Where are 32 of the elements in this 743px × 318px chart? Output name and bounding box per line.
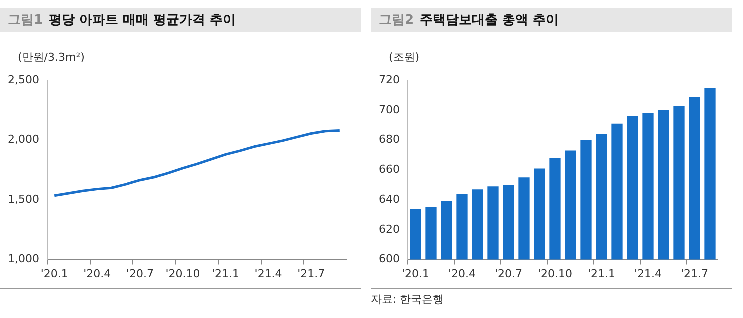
chart-title: 주택담보대출 총액 추이 bbox=[420, 12, 560, 29]
text: 자료: 한국은행 bbox=[371, 292, 446, 307]
x-tick-label: '21.7 bbox=[298, 267, 326, 280]
y-tick-label: 660 bbox=[378, 163, 400, 176]
y-tick-label: 720 bbox=[378, 73, 400, 86]
x-tick-label: '20.10 bbox=[538, 267, 573, 280]
x-tick-label: '21.4 bbox=[634, 267, 662, 280]
y-tick-label: 680 bbox=[378, 133, 400, 146]
x-tick-label: '20.10 bbox=[166, 267, 200, 280]
x-tick-label: '21.1 bbox=[588, 267, 616, 280]
y-axis-title: (만원/3.3m²) bbox=[18, 50, 86, 66]
y-tick-label: 1,500 bbox=[8, 192, 40, 206]
chart-title: 평당 아파트 매매 평균가격 추이 bbox=[49, 12, 236, 29]
x-tick-label: '20.1 bbox=[402, 267, 430, 280]
y-tick-label: 1,000 bbox=[8, 252, 40, 266]
y-tick-label: 700 bbox=[378, 103, 400, 116]
x-tick-label: '21.7 bbox=[680, 267, 709, 280]
y-tick-label: 2,500 bbox=[8, 73, 40, 86]
y-tick-label: 640 bbox=[378, 192, 400, 206]
y-tick-label: 600 bbox=[378, 252, 400, 266]
chart-subtitle: 그림2 bbox=[379, 12, 414, 29]
y-axis-title: (조원) bbox=[389, 50, 421, 66]
x-tick-label: '20.4 bbox=[448, 267, 476, 280]
x-tick-label: '20.1 bbox=[40, 267, 68, 280]
y-tick-label: 620 bbox=[378, 222, 400, 236]
y-tick-label: 2,000 bbox=[8, 133, 40, 146]
x-tick-label: '20.4 bbox=[84, 267, 112, 280]
x-tick-label: '21.1 bbox=[212, 267, 240, 280]
x-tick-label: '20.7 bbox=[494, 267, 523, 280]
x-tick-label: '20.7 bbox=[126, 267, 154, 280]
chart-subtitle: 그림1 bbox=[8, 12, 44, 29]
x-tick-label: '21.4 bbox=[254, 267, 282, 280]
